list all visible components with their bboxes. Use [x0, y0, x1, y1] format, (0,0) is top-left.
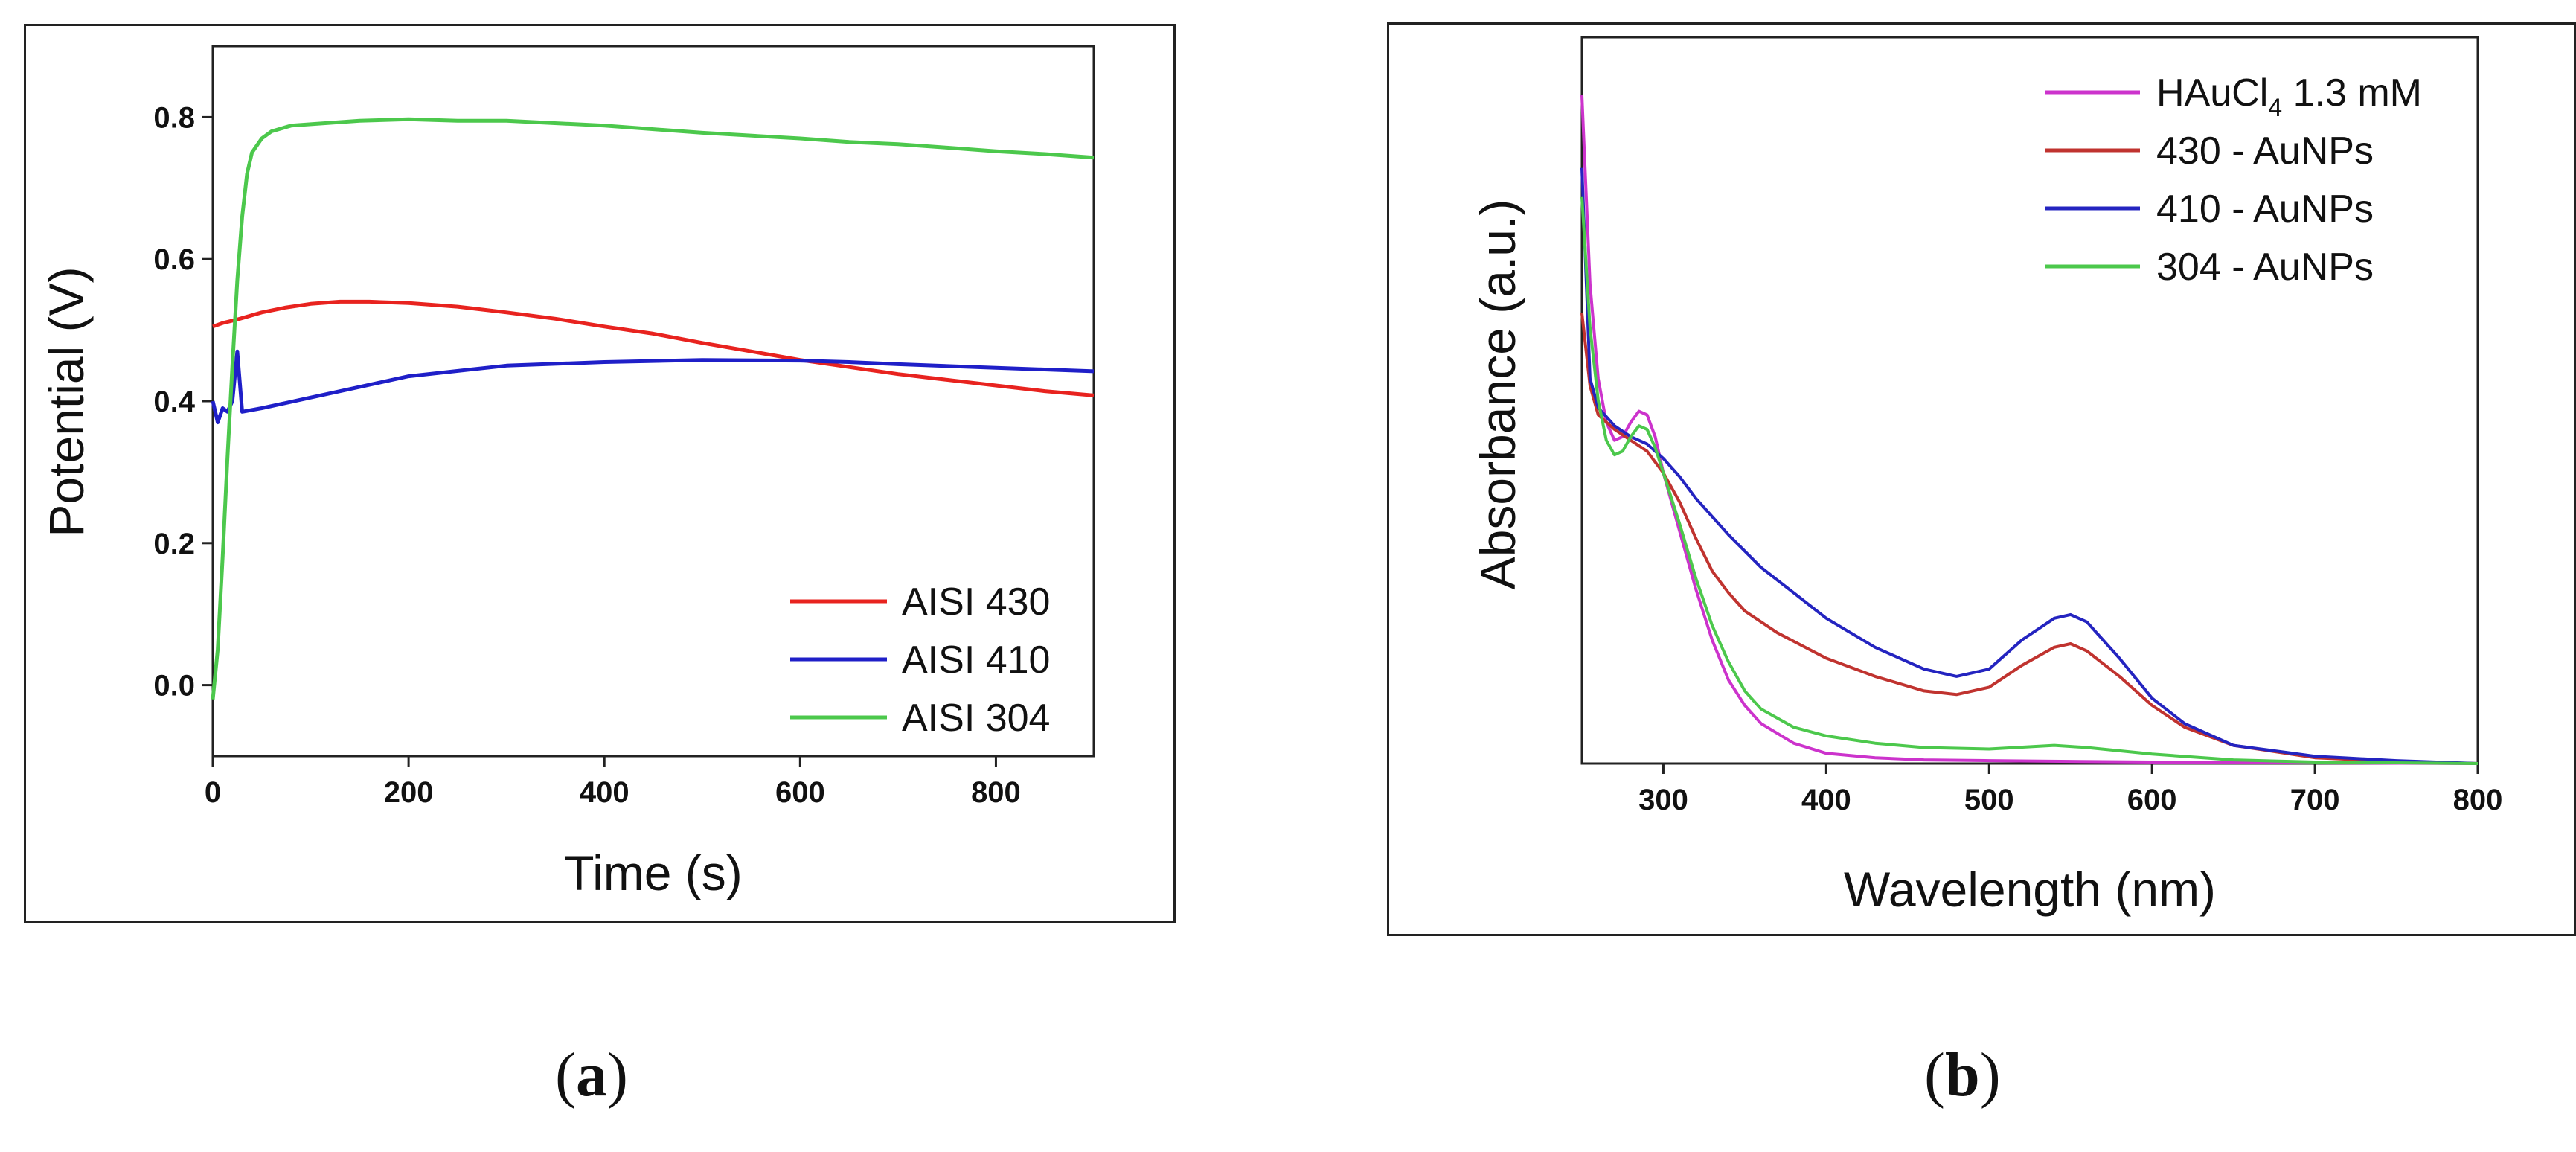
chart-b-legend-label-430-aunps: 430 - AuNPs [2156, 129, 2374, 173]
chart-b-x-tick-label: 700 [2290, 784, 2340, 816]
chart-a-legend-label-aisi-410: AISI 410 [902, 639, 1050, 682]
chart-a-time-potential: 0 200 400 600 800 0.0 0.2 0.4 0.6 0.8 Time (s) Po… [39, 45, 1095, 900]
chart-a-y-tick-label: 0.4 [153, 385, 195, 418]
chart-b-y-axis-title: Absorbance (a.u.) [1470, 199, 1525, 590]
chart-b-x-tick-label: 500 [1964, 784, 2014, 816]
chart-a-y-tick-label: 0.2 [153, 528, 195, 560]
chart-b-series-haucl4-1-3-mm [1580, 95, 2479, 765]
panel-b-caption: (b) [1924, 1040, 2001, 1110]
chart-b-series-304-aunps [1580, 196, 2479, 765]
chart-b-series-410-aunps [1580, 167, 2479, 765]
chart-a-y-tick-label: 0.6 [153, 243, 195, 276]
chart-b-x-tick-label: 300 [1638, 784, 1688, 816]
chart-b-x-axis-title: Wavelength (nm) [1844, 862, 2216, 917]
chart-a-x-tick-label: 0 [205, 776, 221, 809]
chart-b-wavelength-absorbance: 300 400 500 600 700 800 Wavelength (nm) Absor… [1470, 36, 2503, 917]
chart-a-legend: AISI 430 AISI 410 AISI 304 [790, 580, 1050, 740]
chart-b-legend-label-hauCl4: HAuCl4 1.3 mM [2156, 71, 2422, 122]
chart-b-plot-area [1580, 36, 2479, 765]
chart-b-x-tick-label: 600 [2127, 784, 2177, 816]
chart-b-series-430-aunps [1580, 313, 2479, 765]
chart-a-x-axis-title: Time (s) [564, 845, 743, 900]
chart-b-x-tick-label: 800 [2453, 784, 2503, 816]
panel-a-caption: (a) [555, 1040, 628, 1110]
chart-a-series-aisi-410 [211, 349, 1095, 425]
chart-a-series-aisi-304 [211, 117, 1095, 700]
chart-b-legend-label-410-aunps: 410 - AuNPs [2156, 188, 2374, 231]
chart-b-legend-label-304-aunps: 304 - AuNPs [2156, 246, 2374, 289]
chart-b-x-tick-label: 400 [1801, 784, 1851, 816]
chart-b-legend: HAuCl4 1.3 mM 430 - AuNPs 410 - AuNPs 304 … [2045, 71, 2422, 289]
chart-a-x-tick-label: 600 [775, 776, 825, 809]
panel-a-frame [24, 24, 1176, 923]
chart-a-series-aisi-430 [212, 299, 1095, 397]
chart-a-x-tick-label: 400 [580, 776, 629, 809]
chart-a-y-tick-label: 0.0 [153, 670, 195, 703]
chart-a-y-tick-label: 0.8 [153, 101, 195, 134]
chart-a-legend-label-aisi-430: AISI 430 [902, 580, 1050, 624]
chart-a-x-tick-label: 800 [971, 776, 1021, 809]
chart-a-x-tick-label: 200 [384, 776, 434, 809]
chart-a-legend-label-aisi-304: AISI 304 [902, 697, 1050, 740]
chart-a-y-axis-title: Potential (V) [39, 266, 94, 537]
